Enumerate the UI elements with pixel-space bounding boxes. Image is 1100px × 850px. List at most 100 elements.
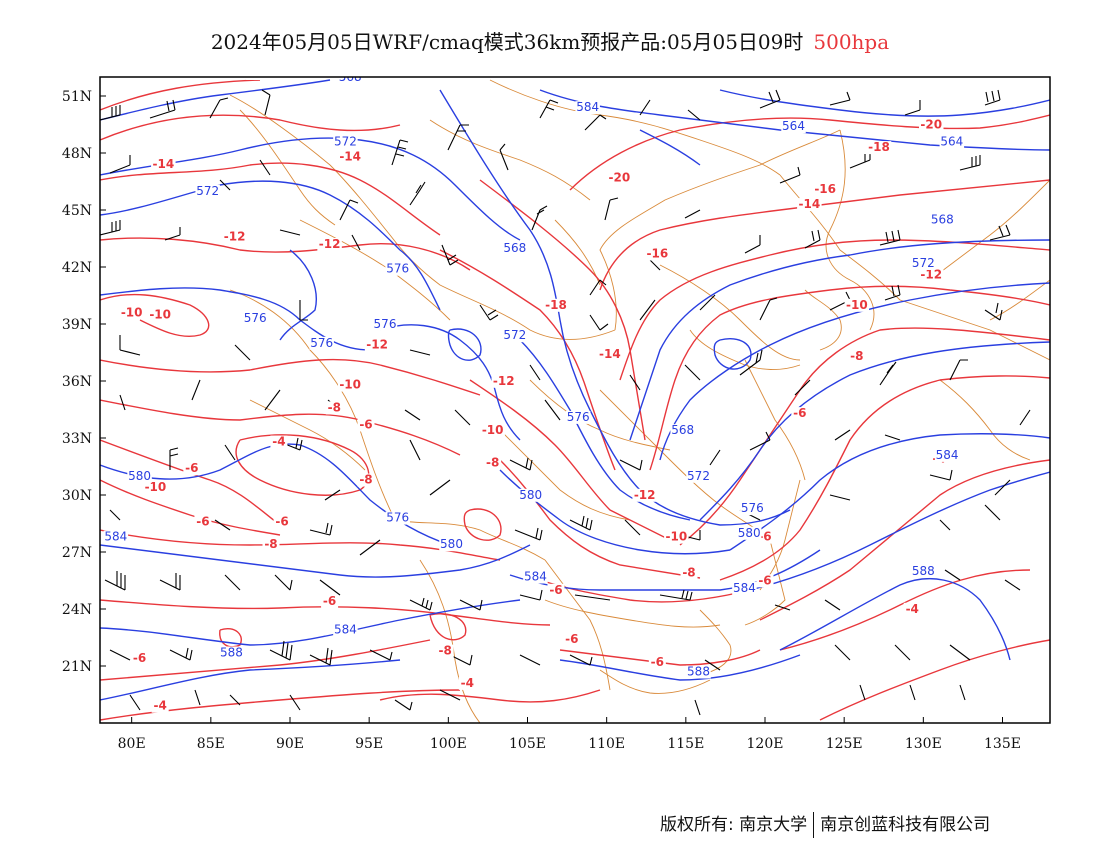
height-contour-label-bg [385,262,410,276]
height-contour-label-bg [518,488,543,502]
map-background [100,77,1050,723]
temperature-contour-label: -12 [920,267,942,281]
map-axes: 80E 85E 90E 95E 100E 105E 110E 115E 120E 125E 130E… [62,89,1021,752]
height-contour-label: 580 [128,469,151,483]
temperature-contour-label: -8 [264,537,277,551]
temperature-contour-label-bg [337,150,363,164]
height-contour-label-bg [736,526,762,540]
temperature-contour-label-bg [131,652,149,666]
lon-tick-label: 125E [826,736,863,752]
temperature-contour-label-bg [143,481,168,495]
height-contour-label-bg [686,469,711,483]
height-contour-label: 568 [931,212,954,226]
height-contour-label-bg [333,623,358,637]
height-contour-label-bg [242,312,268,326]
height-contour-label-bg [930,213,955,227]
temperature-contour-label-bg [563,633,581,647]
temperature-contour-label-bg [848,350,866,364]
temperature-contour-label: -8 [359,473,372,487]
temperature-contour-label-bg [543,298,569,312]
height-contour-label-bg [333,135,358,149]
temperature-contour-label: -12 [634,488,656,502]
temperature-contour-label-bg [321,595,339,609]
height-contour-label: 588 [220,646,243,660]
wind-barbs [100,89,1031,716]
temperature-contour-label-bg [791,407,809,421]
height-contour-label-bg [740,502,765,516]
temperature-contour-label: -4 [906,602,919,616]
temperature-contour-label-bg [607,171,632,185]
title-main: 2024年05月05日WRF/cmaq模式36km预报产品:05月05日09时 [210,30,804,54]
temperature-contour-label: -8 [682,566,695,580]
temperature-contour-label: -8 [486,456,499,470]
height-contour-label: 580 [519,488,542,502]
height-contour-label: 576 [244,311,267,325]
temperature-contour-label-bg [664,530,689,544]
lon-tick-label: 120E [747,736,784,752]
height-contour-label-bg [502,241,528,255]
temperature-contour-label: -4 [272,435,285,449]
height-contour-label-bg [337,77,363,84]
temperature-contour-label: -10 [665,530,687,544]
temperature-contour-label: -10 [339,378,361,392]
lat-tick-label: 42N [62,260,92,276]
height-contours [100,79,1050,701]
temperature-contour-label-bg [183,462,201,476]
height-contour-label-bg [502,329,528,343]
temperature-contour-label: -16 [247,66,269,80]
height-contour-label-bg [686,665,711,679]
temperature-contour-label: -6 [323,594,336,608]
height-contour-label: 568 [503,241,526,255]
height-contour-label: 572 [334,134,357,148]
height-contour-label: 572 [503,328,526,342]
temperature-contour-label-bg [844,298,870,312]
pressure-level-label: 500hpa [813,30,890,54]
temperature-contour-label-bg [436,644,454,658]
lon-tick-label: 100E [430,736,467,752]
height-contour-label: 564 [940,134,963,148]
lon-tick-label: 110E [588,736,625,752]
lat-tick-label: 27N [62,545,92,561]
temperature-contour-label-bg [756,574,774,588]
temperature-contour-label: -16 [814,182,836,196]
temperature-contour-label-bg [357,418,375,432]
copyright-org-chuanglan: 南京创蓝科技有限公司 [820,815,991,835]
height-contour-label-bg [565,410,591,424]
temperature-contour-label-bg [270,435,288,449]
temperature-contour-label-bg [273,515,291,529]
temperature-contour-label: -8 [438,644,451,658]
lon-tick-label: 80E [118,736,146,752]
temperature-contour-label-bg [222,230,247,244]
copyright-org-nju: 南京大学 [739,815,808,835]
temperature-contour-label: -10 [846,298,868,312]
height-contour-label-bg [523,570,548,584]
temperature-contour-label-bg [903,602,921,616]
height-contour-label: 572 [912,256,935,270]
temperature-contour-label: -6 [793,406,806,420]
temperature-contour-label: -6 [275,514,288,528]
temperature-contour-label-bg [480,424,505,438]
height-contour-label: 580 [738,526,761,540]
height-contour-label: 564 [782,119,805,133]
temperature-contour-label-bg [491,374,516,388]
lat-tick-label: 24N [62,602,92,618]
temperature-contour-label: -14 [339,150,361,164]
height-contour-label: 584 [576,100,599,114]
temperature-contour-label: -6 [549,583,562,597]
temperature-contour-label-bg [648,656,666,669]
temperature-contour-label: -16 [646,247,668,261]
lon-tick-label: 115E [667,736,704,752]
temperature-contour-label: -12 [366,338,388,352]
temperature-contour-label: -6 [359,418,372,432]
temperature-contour-label-bg [919,118,944,132]
temperature-contour-label-bg [119,306,144,320]
temperature-contour-label-bg [680,566,698,580]
temperature-contour-label: -12 [493,374,515,388]
temperature-contour-label-bg [547,583,565,597]
height-contour-label: 572 [687,469,710,483]
height-contour-label: 568 [339,70,362,84]
height-contour-label-bg [575,101,600,115]
height-contour-label: 588 [687,665,710,679]
temperature-contour-label: -14 [798,197,820,211]
